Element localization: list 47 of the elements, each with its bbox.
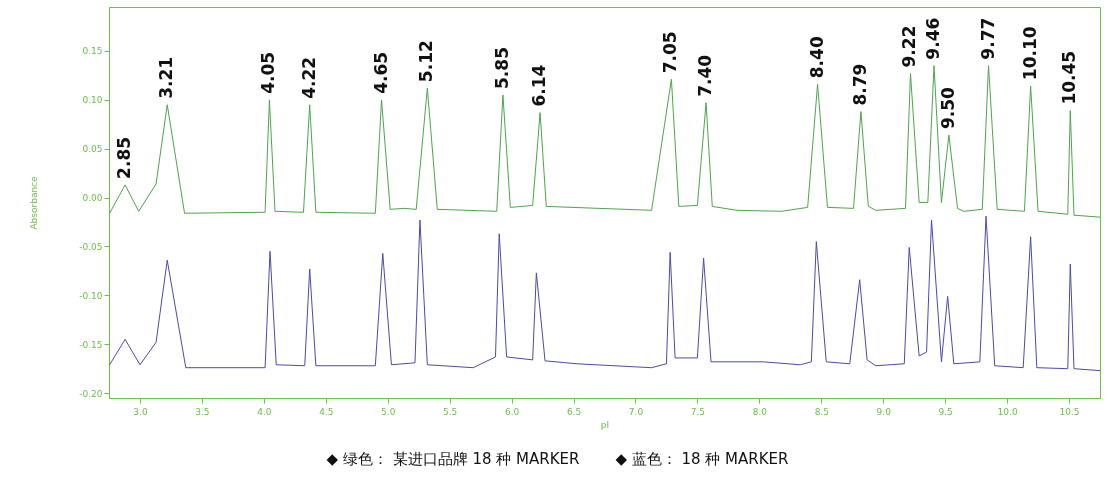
- x-tick-label: 10.5: [1059, 406, 1080, 417]
- y-tick-label: 0.15: [82, 46, 103, 57]
- x-tick-label: 3.5: [195, 406, 210, 417]
- annotation: 8.79: [849, 63, 870, 106]
- x-tick-label: 8.0: [752, 406, 768, 417]
- annotation: 6.14: [529, 64, 550, 107]
- text: ◆ 蓝色： 18 种 MARKER: [615, 450, 789, 468]
- annotation: 10.45: [1059, 50, 1080, 105]
- x-tick-label: 8.5: [814, 406, 829, 417]
- x-tick-label: 3.0: [133, 406, 148, 417]
- x-axis-title: pI: [600, 419, 610, 430]
- x-tick-label: 5.5: [442, 406, 458, 417]
- x-tick-label: 4.0: [257, 406, 272, 417]
- annotation: 7.40: [695, 54, 716, 97]
- x-tick-label: 10.0: [997, 406, 1018, 417]
- annotation: 10.10: [1019, 26, 1040, 81]
- x-tick-label: 6.0: [504, 406, 520, 417]
- y-tick-label: 0.00: [82, 193, 103, 204]
- annotation: 9.22: [899, 25, 920, 68]
- annotation: 9.50: [937, 86, 958, 130]
- x-tick-label: 7.0: [628, 406, 644, 417]
- line-series: [109, 215, 1101, 372]
- annotation: 7.05: [660, 31, 681, 74]
- annotation: 9.46: [923, 17, 944, 60]
- annotation: 5.85: [491, 47, 512, 89]
- y-tick-label: 0.05: [82, 144, 103, 155]
- x-tick-label: 6.5: [566, 406, 582, 417]
- y-tick-label: -0.10: [79, 290, 103, 301]
- annotation: 4.65: [370, 51, 391, 94]
- annotation: 8.40: [806, 36, 827, 79]
- x-tick-label: 5.0: [381, 406, 396, 417]
- x-tick-label: 7.5: [690, 406, 706, 417]
- annotation: 3.21: [156, 56, 177, 99]
- annotation: 2.85: [114, 136, 135, 179]
- annotation: 4.22: [298, 56, 319, 99]
- y-tick-label: 0.10: [82, 95, 103, 106]
- text: ◆ 绿色： 某进口品牌 18 种 MARKER: [326, 450, 580, 468]
- y-tick-label: -0.15: [79, 339, 103, 350]
- annotation: 4.05: [258, 51, 279, 94]
- y-tick-label: -0.20: [79, 388, 103, 399]
- y-tick-label: -0.05: [79, 241, 103, 252]
- annotation: 5.12: [416, 40, 437, 83]
- annotation: 9.77: [977, 17, 998, 60]
- y-axis-title: Absorbance: [29, 175, 40, 230]
- x-tick-label: 9.5: [938, 406, 953, 417]
- x-tick-label: 9.0: [876, 406, 892, 417]
- x-tick-label: 4.5: [319, 406, 334, 417]
